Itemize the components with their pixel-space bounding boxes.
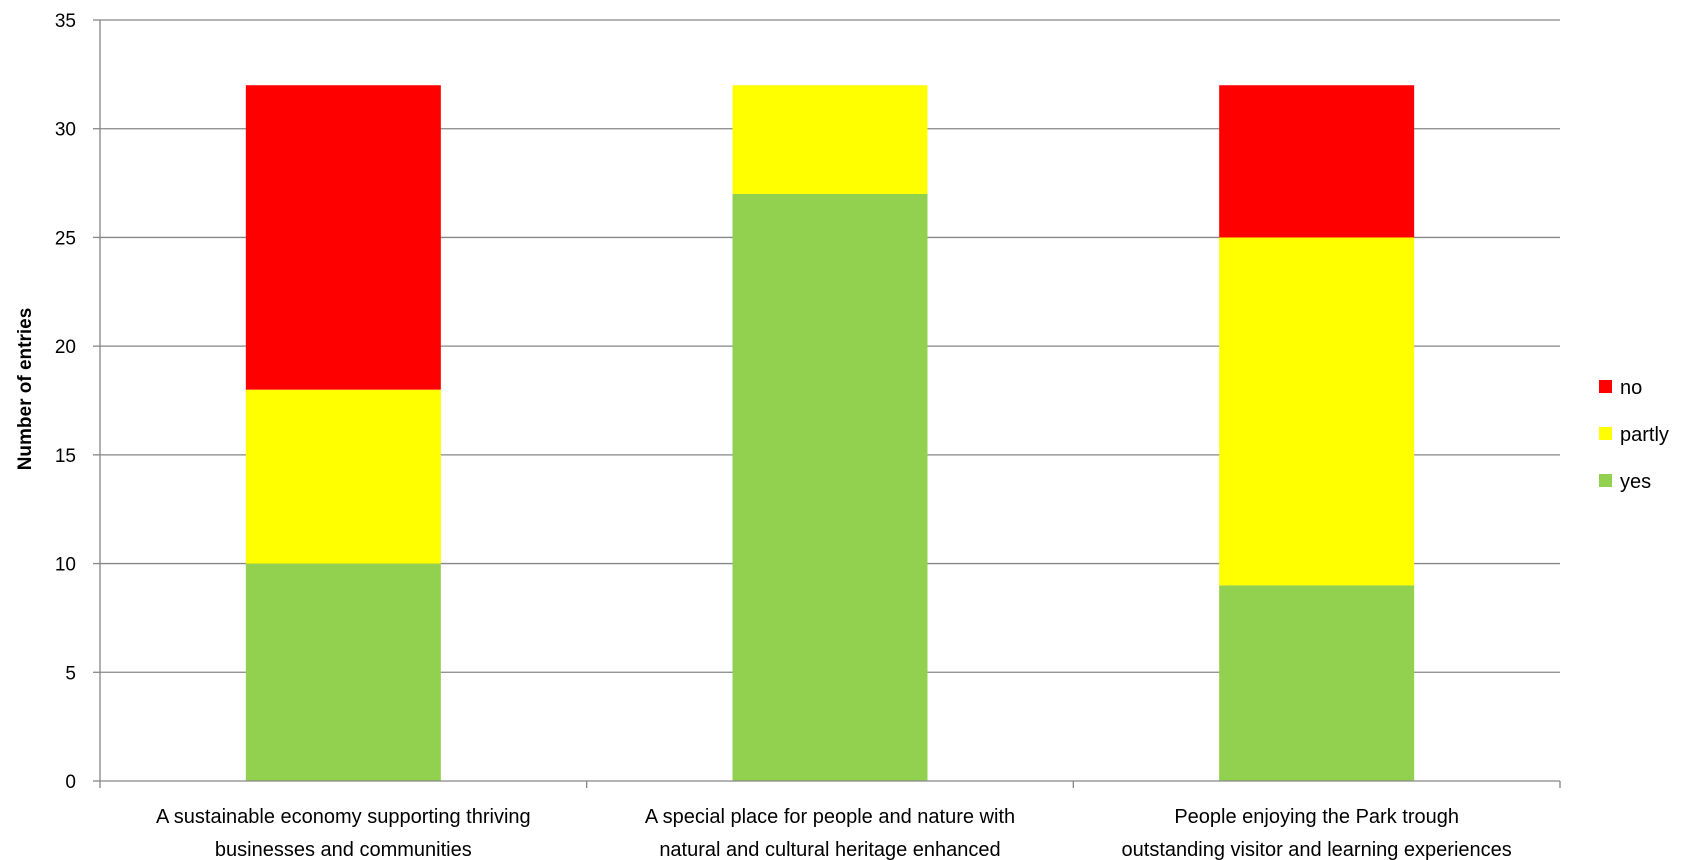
y-tick-label: 35 (55, 11, 76, 32)
x-category-label: natural and cultural heritage enhanced (659, 839, 1000, 860)
x-category-labels: A sustainable economy supporting thrivin… (156, 806, 1512, 860)
y-tick-label: 15 (55, 446, 76, 467)
x-category-label: People enjoying the Park trough (1174, 806, 1459, 828)
y-tick-label: 5 (65, 663, 76, 684)
bar-partly-2 (732, 85, 928, 194)
bar-partly-1 (245, 389, 441, 564)
y-tick-label: 0 (65, 772, 76, 793)
x-category-label: businesses and communities (215, 839, 472, 860)
bars (245, 85, 1415, 781)
y-tick-labels: 0 5 10 15 20 25 30 35 (55, 11, 76, 793)
y-tick-label: 10 (55, 555, 76, 576)
axes (93, 19, 1561, 788)
bar-no-1 (245, 85, 441, 390)
x-category-label: A sustainable economy supporting thrivin… (156, 806, 531, 828)
bar-no-3 (1219, 85, 1415, 238)
legend-swatch-yes (1599, 474, 1612, 487)
bar-yes-1 (245, 563, 441, 781)
legend-label-yes: yes (1620, 471, 1651, 493)
y-axis-title: Number of entries (15, 308, 36, 471)
legend-label-partly: partly (1620, 424, 1669, 446)
bar-yes-3 (1219, 585, 1415, 781)
y-tick-label: 25 (55, 228, 76, 249)
legend-swatch-partly (1599, 427, 1612, 440)
legend-label-no: no (1620, 377, 1642, 399)
bar-partly-3 (1219, 237, 1415, 586)
y-tick-label: 30 (55, 120, 76, 141)
x-category-label: outstanding visitor and learning experie… (1122, 839, 1512, 860)
y-tick-label: 20 (55, 337, 76, 358)
legend: no partly yes (1599, 377, 1669, 493)
legend-swatch-no (1599, 380, 1612, 393)
x-category-label: A special place for people and nature wi… (645, 806, 1015, 828)
bar-yes-2 (732, 193, 928, 781)
